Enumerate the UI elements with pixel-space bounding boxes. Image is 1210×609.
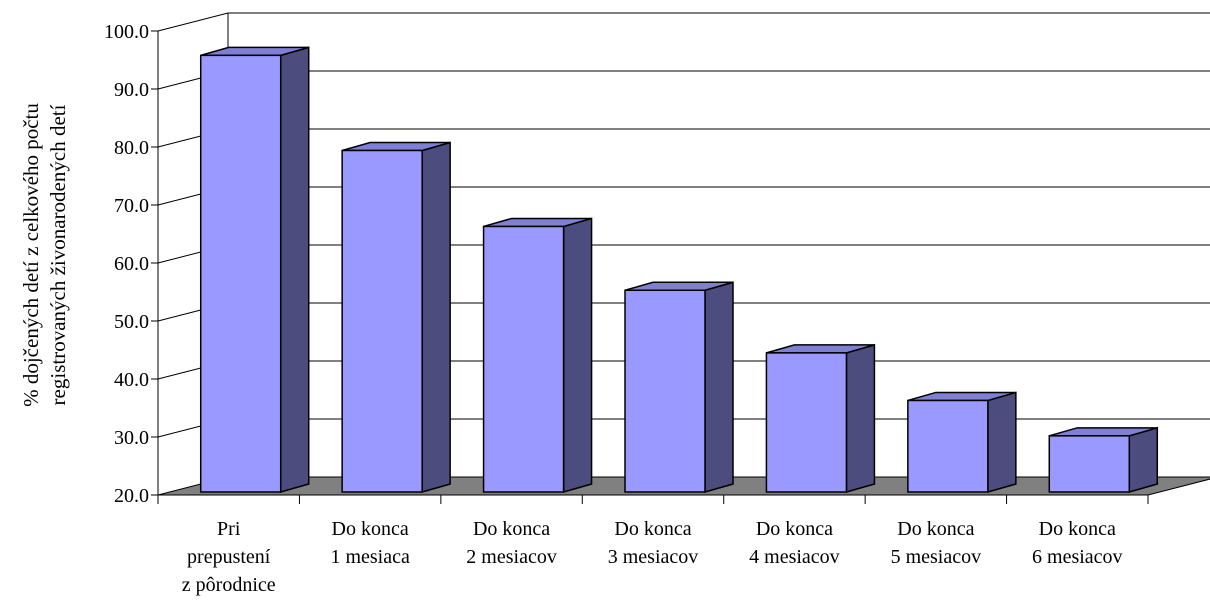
x-tick-label-line: 1 mesiaca: [330, 546, 410, 568]
y-tick-label: 100.0: [104, 21, 149, 43]
bar-group: [765, 343, 876, 493]
x-tick-label-line: 5 mesiacov: [891, 546, 982, 568]
x-tick-label-line: z pôrodnice: [182, 574, 276, 596]
y-tick-label: 50.0: [114, 311, 149, 333]
y-axis-label: % dojčených detí z celkového počtu regis…: [18, 103, 72, 407]
x-tick-label-line: Do konca: [897, 518, 974, 540]
x-tick-label: Do konca 4 mesiacov: [749, 518, 840, 568]
x-tick-label-line: Do konca: [756, 518, 833, 540]
bar-side: [279, 46, 310, 493]
bar-group: [341, 141, 451, 493]
x-tick-labels: Pri prepustení z pôrodnice Do konca 1 mesiac…: [182, 518, 1123, 596]
bar: [482, 225, 565, 493]
bar: [199, 54, 282, 493]
x-tick-label-line: Do konca: [473, 518, 550, 540]
bar-side: [987, 391, 1017, 493]
x-tick-label-line: Do konca: [614, 518, 691, 540]
x-tick-label: Pri prepustení z pôrodnice: [182, 518, 276, 596]
x-tick-label-line: Do konca: [1039, 518, 1116, 540]
x-tick-label-line: prepustení: [187, 546, 271, 568]
bars: [199, 46, 1159, 493]
bar-group: [624, 281, 734, 493]
y-tick-label: 80.0: [114, 137, 149, 159]
bar-side: [704, 281, 734, 493]
x-tick-label: Do konca 1 mesiaca: [330, 518, 410, 568]
x-tick-label-line: 6 mesiacov: [1032, 546, 1123, 568]
bar-group: [1048, 426, 1159, 493]
bar: [341, 149, 423, 493]
gridline: [157, 186, 1210, 206]
x-tick-label-line: Do konca: [332, 518, 409, 540]
gridline: [157, 128, 1210, 148]
gridline: [157, 244, 1210, 264]
bar: [624, 289, 706, 493]
bar-group: [482, 217, 593, 493]
y-tick-label: 90.0: [114, 79, 149, 101]
y-axis-label-line-1: % dojčených detí z celkového počtu: [19, 103, 43, 407]
x-tick-label-line: Pri: [217, 518, 241, 540]
bar-group: [199, 46, 310, 493]
bar-side: [1128, 426, 1159, 493]
bar: [907, 399, 989, 493]
x-tick-label: Do konca 5 mesiacov: [891, 518, 982, 568]
y-axis-label-wrap: % dojčených detí z celkového počtu regis…: [0, 0, 90, 510]
y-axis-label-line-2: registrovaných živonarodených detí: [46, 104, 70, 406]
bar: [1048, 435, 1131, 493]
y-tick-label: 30.0: [114, 427, 149, 449]
bar-side: [845, 343, 876, 493]
y-tick-label: 20.0: [114, 485, 149, 507]
gridline: [157, 12, 1210, 32]
y-tick-label: 60.0: [114, 253, 149, 275]
x-tick-label: Do konca 6 mesiacov: [1032, 518, 1123, 568]
bar-group: [907, 391, 1017, 493]
bar-side: [562, 217, 593, 493]
x-tick-label: Do konca 3 mesiacov: [608, 518, 699, 568]
x-tick-label-line: 3 mesiacov: [608, 546, 699, 568]
x-tick-label-line: 2 mesiacov: [466, 546, 557, 568]
gridline: [157, 70, 1210, 90]
x-tick-label-line: 4 mesiacov: [749, 546, 840, 568]
axes: [151, 30, 1149, 504]
y-tick-labels: 20.0 30.0 40.0 50.0 60.0 70.0 80.0 90.0 100.0: [104, 21, 149, 507]
bar-side: [421, 141, 451, 493]
y-tick-label: 40.0: [114, 369, 149, 391]
y-tick-label: 70.0: [114, 195, 149, 217]
x-tick-label: Do konca 2 mesiacov: [466, 518, 557, 568]
bar: [765, 352, 848, 493]
